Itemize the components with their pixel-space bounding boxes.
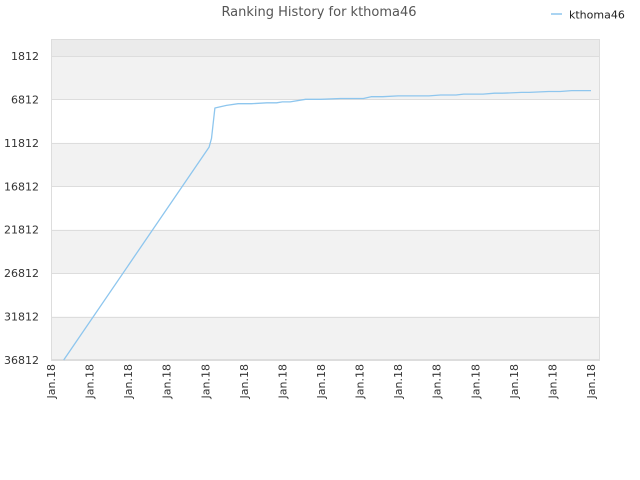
y-tick-label: 26812 — [4, 267, 39, 280]
series-line — [63, 89, 591, 361]
x-tick-label: Jan.18 — [546, 364, 559, 399]
x-tick-label: Jan.18 — [315, 364, 328, 399]
x-tick-label: Jan.18 — [354, 364, 367, 399]
x-tick-label: Jan.18 — [45, 364, 58, 399]
y-tick-label: 36812 — [4, 354, 39, 367]
series-layer — [63, 89, 591, 361]
x-tick-label: Jan.18 — [276, 364, 289, 399]
y-tick-label: 1812 — [11, 50, 39, 63]
plot-band — [51, 273, 600, 317]
x-axis-ticks: Jan.18 Jan.18 Jan.18 Jan.18 Jan.18 Jan.18 Jan.… — [45, 364, 598, 399]
x-tick-label: Jan.18 — [585, 364, 598, 399]
y-tick-label: 21812 — [4, 224, 39, 237]
x-tick-label: Jan.18 — [469, 364, 482, 399]
chart-title: Ranking History for kthoma46 — [221, 5, 416, 20]
plot-band — [51, 142, 600, 187]
y-tick-label: 6812 — [11, 93, 39, 106]
plot-frame — [51, 39, 600, 360]
x-tick-label: Jan.18 — [238, 364, 251, 399]
y-tick-label: 31812 — [4, 311, 39, 324]
y-axis-ticks: 1812 6812 11812 16812 21812 26812 31812 36812 — [4, 50, 39, 367]
x-tick-label: Jan.18 — [508, 364, 521, 399]
plot-band — [51, 99, 600, 143]
legend[interactable]: kthoma46 — [551, 9, 625, 22]
x-tick-label: Jan.18 — [392, 364, 405, 399]
plot-band — [51, 316, 600, 360]
plot-bands — [51, 39, 600, 360]
plot-band — [51, 229, 600, 274]
y-tick-label: 11812 — [4, 137, 39, 150]
x-tick-label: Jan.18 — [161, 364, 174, 399]
plot-band — [51, 186, 600, 230]
legend-label: kthoma46 — [569, 9, 625, 22]
x-tick-label: Jan.18 — [199, 364, 212, 399]
y-tick-label: 16812 — [4, 180, 39, 193]
x-tick-label: Jan.18 — [431, 364, 444, 399]
x-tick-label: Jan.18 — [122, 364, 135, 399]
x-tick-label: Jan.18 — [84, 364, 97, 399]
plot-band — [51, 56, 600, 100]
plot-band — [51, 39, 600, 56]
